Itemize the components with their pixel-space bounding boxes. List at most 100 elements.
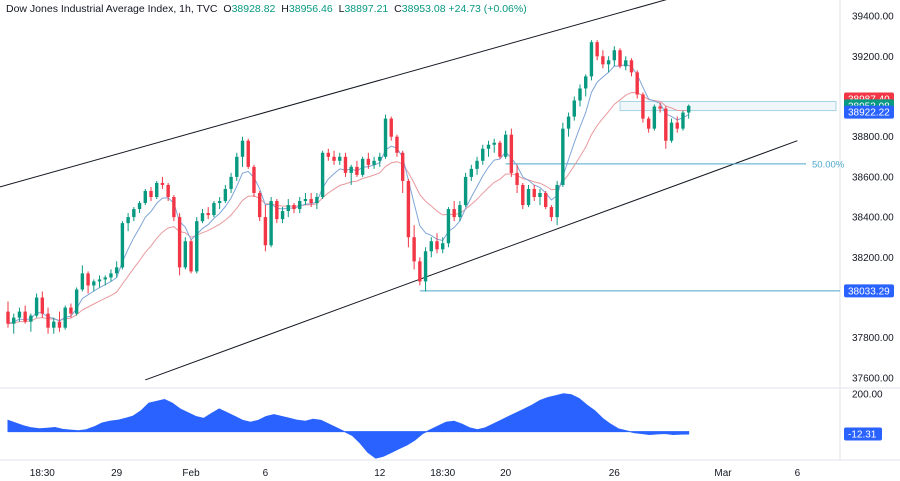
candle-body[interactable] [681, 112, 685, 129]
candle-body[interactable] [189, 241, 193, 272]
candle-body[interactable] [143, 190, 147, 204]
candle-body[interactable] [212, 203, 216, 216]
candle-body[interactable] [475, 160, 479, 169]
candle-body[interactable] [263, 217, 268, 246]
candle-body[interactable] [503, 134, 508, 157]
candle-body[interactable] [12, 317, 16, 324]
candle-body[interactable] [292, 205, 296, 210]
candle-body[interactable] [120, 223, 125, 268]
candle-body[interactable] [269, 201, 273, 246]
candle-body[interactable] [355, 166, 359, 175]
candle-body[interactable] [664, 108, 668, 141]
candle-body[interactable] [561, 128, 565, 185]
candle-body[interactable] [635, 72, 639, 95]
candle-body[interactable] [229, 176, 233, 189]
candle-body[interactable] [320, 152, 325, 198]
candle-body[interactable] [57, 321, 62, 328]
candle-body[interactable] [257, 192, 262, 218]
candle-body[interactable] [652, 106, 657, 129]
candle-body[interactable] [549, 207, 554, 218]
candle-body[interactable] [400, 152, 405, 181]
candle-body[interactable] [498, 142, 502, 157]
candle-body[interactable] [463, 176, 468, 206]
candle-body[interactable] [338, 156, 342, 161]
candle-body[interactable] [675, 122, 679, 129]
candle-body[interactable] [160, 182, 165, 185]
candle-body[interactable] [412, 237, 416, 262]
candle-body[interactable] [601, 56, 605, 65]
channel-upper-line[interactable] [0, 0, 683, 188]
candle-body[interactable] [469, 168, 474, 177]
candle-body[interactable] [669, 122, 674, 141]
candle-body[interactable] [286, 205, 290, 212]
candle-body[interactable] [612, 50, 617, 61]
candle-body[interactable] [309, 199, 313, 204]
candle-body[interactable] [109, 273, 113, 278]
candle-body[interactable] [383, 118, 388, 157]
candle-body[interactable] [315, 197, 319, 204]
candle-body[interactable] [183, 241, 188, 268]
candle-body[interactable] [172, 197, 176, 218]
candle-body[interactable] [423, 251, 428, 282]
candle-body[interactable] [86, 273, 90, 286]
candle-body[interactable] [235, 156, 239, 177]
candle-body[interactable] [378, 156, 382, 161]
candle-body[interactable] [63, 307, 67, 328]
candle-body[interactable] [521, 184, 525, 206]
candle-body[interactable] [532, 188, 536, 198]
candle-body[interactable] [446, 209, 451, 244]
candle-body[interactable] [332, 156, 336, 161]
candle-body[interactable] [406, 180, 411, 238]
candle-body[interactable] [509, 134, 514, 173]
candle-body[interactable] [46, 313, 50, 328]
candle-body[interactable] [206, 213, 210, 216]
candle-body[interactable] [29, 315, 33, 322]
candle-body[interactable] [34, 297, 39, 316]
candle-body[interactable] [114, 267, 119, 274]
candle-body[interactable] [429, 241, 433, 252]
candle-body[interactable] [646, 118, 651, 129]
candle-body[interactable] [624, 60, 628, 67]
channel-lower-line[interactable] [145, 140, 798, 381]
candle-body[interactable] [618, 50, 622, 67]
candle-body[interactable] [686, 105, 691, 113]
candle-body[interactable] [149, 190, 153, 198]
candle-body[interactable] [584, 76, 588, 89]
candle-body[interactable] [606, 60, 611, 65]
resistance-zone[interactable] [619, 101, 837, 112]
candle-body[interactable] [132, 209, 136, 218]
candle-body[interactable] [69, 307, 73, 314]
candle-body[interactable] [223, 188, 228, 202]
candle-body[interactable] [441, 243, 445, 250]
candle-body[interactable] [452, 209, 456, 218]
candle-body[interactable] [166, 184, 170, 198]
candle-body[interactable] [280, 211, 285, 220]
candle-body[interactable] [641, 94, 645, 119]
candle-body[interactable] [515, 172, 519, 185]
candle-body[interactable] [486, 144, 491, 149]
candle-body[interactable] [395, 136, 399, 153]
candle-body[interactable] [177, 217, 182, 268]
candle-body[interactable] [92, 281, 96, 286]
candle-body[interactable] [137, 203, 142, 210]
candle-body[interactable] [52, 321, 56, 328]
candle-body[interactable] [566, 116, 571, 129]
candle-body[interactable] [389, 118, 393, 137]
candle-body[interactable] [572, 100, 576, 117]
candle-body[interactable] [275, 201, 279, 220]
candle-body[interactable] [40, 297, 45, 314]
candle-body[interactable] [195, 221, 199, 272]
candle-body[interactable] [589, 42, 594, 77]
candle-body[interactable] [343, 156, 348, 173]
candle-body[interactable] [349, 166, 353, 173]
candle-body[interactable] [418, 261, 422, 282]
candle-body[interactable] [6, 311, 10, 324]
candle-body[interactable] [366, 158, 371, 165]
candle-body[interactable] [543, 192, 548, 208]
candle-body[interactable] [360, 158, 365, 175]
candle-body[interactable] [526, 188, 531, 206]
candle-body[interactable] [97, 279, 102, 282]
candle-body[interactable] [372, 160, 376, 165]
candle-body[interactable] [240, 140, 245, 157]
